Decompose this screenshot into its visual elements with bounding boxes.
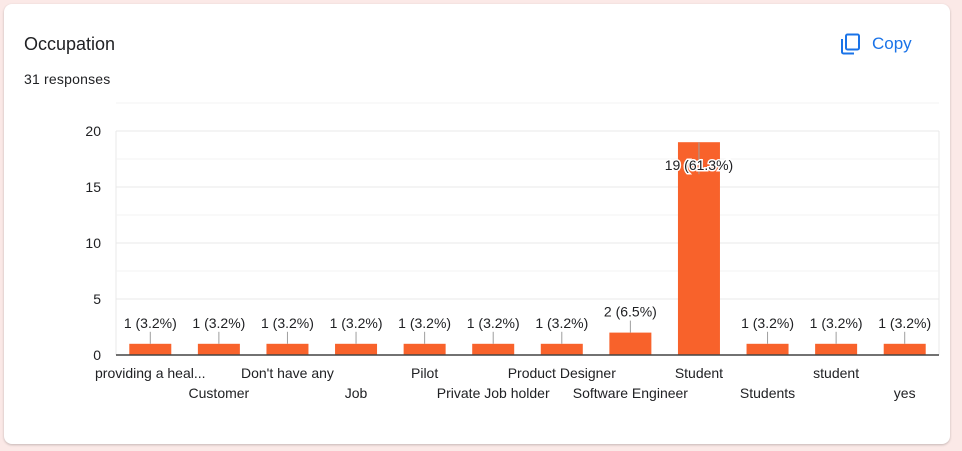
x-tick-label: Job <box>345 385 368 401</box>
bar <box>609 332 652 355</box>
x-tick-label: Students <box>740 385 795 401</box>
chart-card: Occupation 31 responses Copy <box>4 4 950 444</box>
data-label: 1 (3.2%) <box>398 315 451 331</box>
x-tick-label: Student <box>675 365 723 381</box>
copy-label: Copy <box>872 34 912 53</box>
bar <box>197 343 240 355</box>
y-tick-label: 5 <box>93 291 101 307</box>
bar <box>540 343 583 355</box>
y-tick-label: 20 <box>85 123 101 139</box>
data-label: 1 (3.2%) <box>467 315 520 331</box>
x-tick-label: providing a heal... <box>95 365 206 381</box>
data-label: 1 (3.2%) <box>810 315 863 331</box>
page-scroll-gutter <box>952 0 962 451</box>
bar <box>266 343 309 355</box>
x-tick-label: Pilot <box>411 365 438 381</box>
data-label: 1 (3.2%) <box>741 315 794 331</box>
bar <box>677 142 720 355</box>
bar <box>815 343 858 355</box>
x-tick-label: Don't have any <box>241 365 334 381</box>
data-label: 1 (3.2%) <box>192 315 245 331</box>
x-tick-label: Private Job holder <box>437 385 550 401</box>
copy-button[interactable]: Copy <box>830 24 934 64</box>
x-tick-label: Customer <box>189 385 250 401</box>
bar <box>746 343 789 355</box>
bar <box>335 343 378 355</box>
x-tick-label: Software Engineer <box>573 385 689 401</box>
question-title: Occupation <box>24 34 116 54</box>
bar <box>403 343 446 355</box>
x-tick-label: Product Designer <box>508 365 617 381</box>
x-tick-label: student <box>813 365 859 381</box>
copy-icon <box>838 32 862 56</box>
bar <box>129 343 172 355</box>
bar <box>883 343 926 355</box>
data-label: 1 (3.2%) <box>535 315 588 331</box>
response-count: 31 responses <box>24 71 111 87</box>
data-label: 1 (3.2%) <box>261 315 314 331</box>
y-tick-label: 10 <box>85 235 101 251</box>
data-label: 1 (3.2%) <box>330 315 383 331</box>
x-tick-label: yes <box>894 385 916 401</box>
y-tick-label: 15 <box>85 179 101 195</box>
data-label: 19 (61.3%) <box>665 157 733 173</box>
data-label: 1 (3.2%) <box>878 315 931 331</box>
bar <box>472 343 515 355</box>
y-tick-label: 0 <box>93 347 101 363</box>
data-label: 1 (3.2%) <box>124 315 177 331</box>
data-label: 2 (6.5%) <box>604 304 657 320</box>
